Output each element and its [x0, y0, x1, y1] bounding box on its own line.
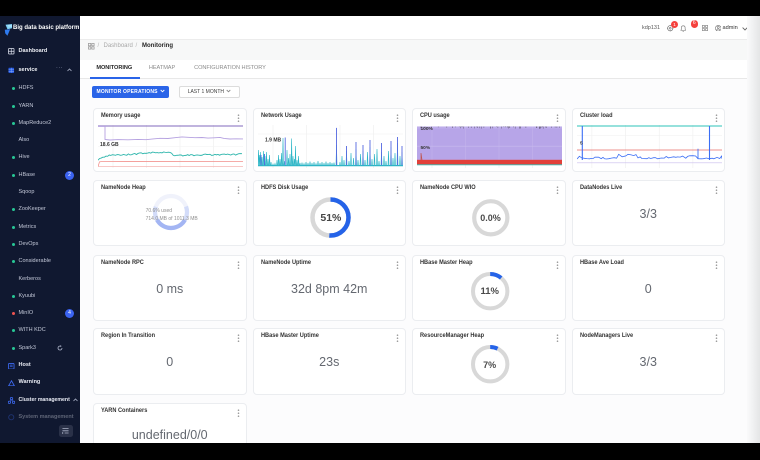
svg-text:100%: 100%	[421, 126, 434, 132]
svg-text:1.9 MB: 1.9 MB	[265, 138, 282, 144]
svg-text:5: 5	[580, 141, 583, 147]
svg-text:18.6 GB: 18.6 GB	[100, 142, 119, 148]
svg-text:50%: 50%	[421, 145, 431, 151]
